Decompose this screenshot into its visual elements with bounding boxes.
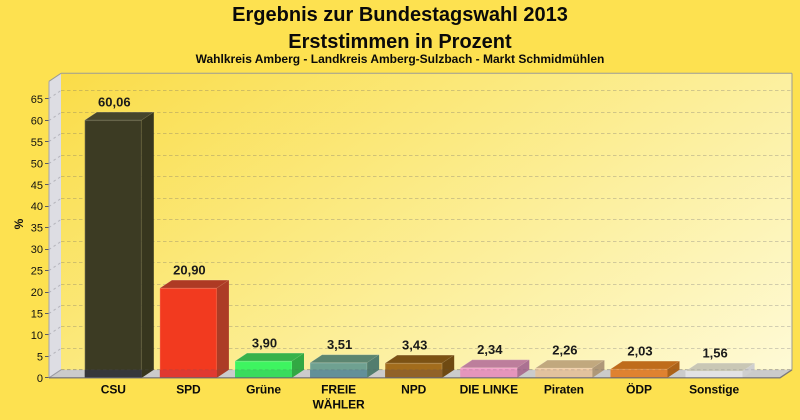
svg-text:55: 55 — [31, 137, 43, 149]
svg-text:20,90: 20,90 — [173, 263, 206, 278]
svg-text:%: % — [12, 218, 26, 229]
svg-text:3,90: 3,90 — [252, 336, 277, 351]
svg-text:20: 20 — [31, 287, 43, 299]
svg-text:35: 35 — [31, 223, 43, 235]
svg-text:DIE LINKE: DIE LINKE — [460, 382, 519, 396]
svg-text:3,51: 3,51 — [327, 337, 352, 352]
svg-text:10: 10 — [31, 330, 43, 342]
svg-text:Piraten: Piraten — [544, 382, 584, 396]
svg-text:50: 50 — [31, 158, 43, 170]
svg-text:60,06: 60,06 — [98, 95, 131, 110]
svg-text:WÄHLER: WÄHLER — [313, 396, 365, 411]
svg-text:40: 40 — [31, 201, 43, 213]
svg-text:CSU: CSU — [101, 382, 126, 396]
svg-text:45: 45 — [31, 180, 43, 192]
svg-text:SPD: SPD — [176, 382, 201, 396]
svg-text:ÖDP: ÖDP — [626, 381, 652, 396]
svg-text:2,03: 2,03 — [627, 344, 652, 359]
svg-text:Sonstige: Sonstige — [689, 382, 739, 396]
svg-text:2,26: 2,26 — [552, 343, 577, 358]
svg-text:15: 15 — [31, 309, 43, 321]
svg-text:FREIE: FREIE — [321, 382, 356, 396]
svg-text:5: 5 — [37, 351, 43, 363]
svg-text:1,56: 1,56 — [702, 346, 727, 361]
svg-text:60: 60 — [31, 115, 43, 127]
svg-text:65: 65 — [31, 94, 43, 106]
svg-text:2,34: 2,34 — [477, 342, 503, 357]
svg-text:3,43: 3,43 — [402, 338, 427, 353]
svg-text:25: 25 — [31, 266, 43, 278]
svg-text:0: 0 — [37, 373, 43, 385]
svg-text:Grüne: Grüne — [246, 382, 281, 396]
svg-text:30: 30 — [31, 244, 43, 256]
svg-text:NPD: NPD — [401, 382, 426, 396]
